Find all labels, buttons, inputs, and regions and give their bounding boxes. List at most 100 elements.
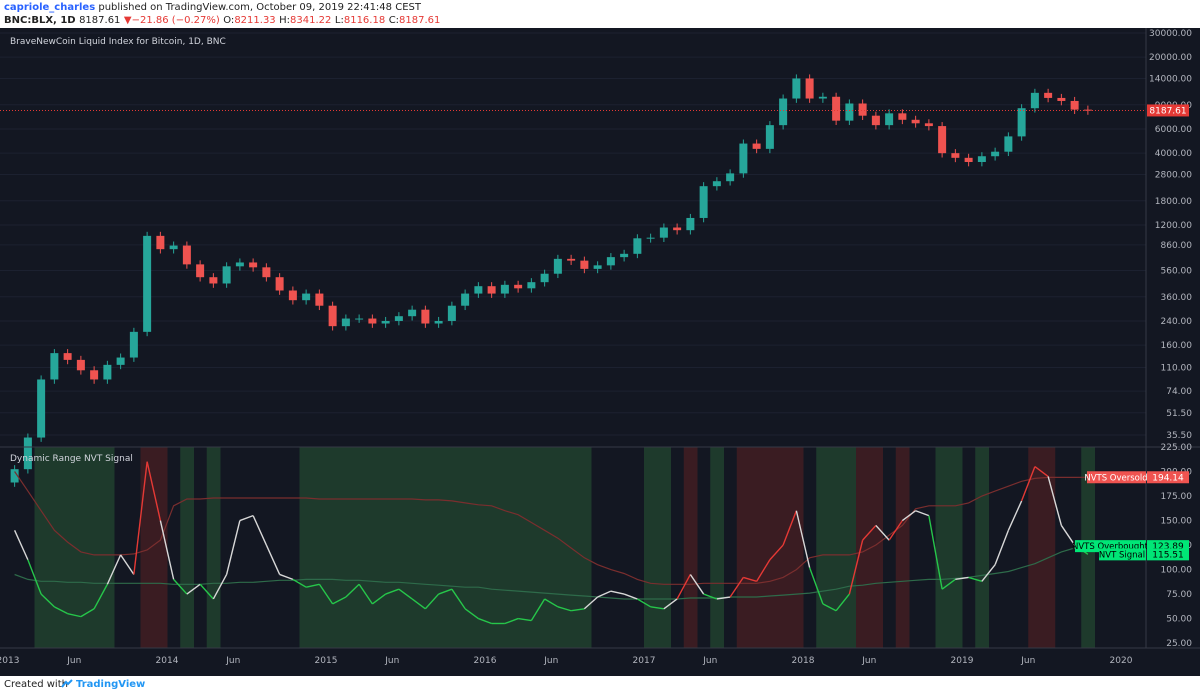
close-value: 8187.61 [399,15,441,26]
footer: Created with TradingView [0,676,1200,695]
nvt-signal-segment [27,559,42,595]
candle-body [659,227,668,238]
regime-band [326,447,340,648]
nvt-value-tags: NVTS Oversold 194.14 NVTS Overbought 123… [1072,471,1189,561]
regime-band [392,447,406,648]
regime-band [153,447,168,648]
regime-band [710,447,724,648]
time-axis-label: Jun [66,656,81,666]
last-price-tag: 8187.61 [1147,104,1189,117]
oversold-label-tag [1087,471,1146,484]
candle-body [116,357,125,365]
price-axis-label: 35.50 [1166,431,1192,441]
nvt-signal-segment [610,590,625,595]
candle-body [739,143,748,174]
nvt-signal-segment [225,520,241,575]
candle-body [235,262,244,267]
nvt-signal-segment [729,577,744,598]
nvt-signal-segment [1020,466,1036,502]
low-label: L: [334,15,344,26]
nvt-signal-segment [411,598,426,610]
open-value: 8211.33 [234,15,276,26]
time-axis[interactable]: 2013 Jun 2014 Jun 2015 Jun 2016 Jun 2017 Jun 2018 J… [0,647,1200,676]
tradingview-link[interactable]: TradingView [76,679,146,690]
price-axis-label: 20000.00 [1149,53,1192,63]
regime-band [299,447,314,648]
nvt-signal-segment [756,559,771,582]
time-axis-label: 2014 [156,656,179,666]
chart-canvas[interactable]: BraveNewCoin Liquid Index for Bitcoin, 1… [0,28,1200,676]
nvt-signal-segment [332,596,347,605]
nvt-signal-segment [478,617,492,625]
regime-band [657,447,671,648]
candle-body [129,331,138,358]
candle-body [1044,92,1053,98]
nvt-axis-label: 75.00 [1166,590,1192,600]
last-value: 8187.61 [79,15,121,26]
candle-body [169,245,178,250]
candle-body [924,123,933,127]
time-axis-label: 2020 [1110,656,1133,666]
candle-body [1030,92,1039,109]
candle-body [620,253,629,258]
regime-band [895,447,910,648]
candle-body [143,235,152,332]
overbought-line [14,545,1088,600]
change-value: −21.86 (−0.27%) [131,15,220,26]
nvt-signal-segment [637,598,651,608]
nvt-signal-segment [981,564,996,582]
nvt-signal-segment [623,593,638,600]
candle-body [275,277,284,291]
nvt-signal-segment [941,578,956,590]
nvt-signal-segment [398,588,413,600]
candle-body [355,318,364,320]
time-axis-label: Jun [384,656,399,666]
candle-body [818,96,827,99]
nvt-signal-segment [703,593,718,600]
candle-body [1017,108,1026,137]
symbol-label[interactable]: BNC:BLX, 1D [4,15,76,26]
regime-band [498,447,512,648]
candle-body [196,264,205,278]
chart-background [0,28,1200,676]
oversold-value-tag [1147,471,1189,484]
regime-band [683,447,698,648]
candle-body [500,284,509,294]
time-axis-label: Jun [1020,656,1035,666]
price-axis-label: 30000.00 [1149,29,1192,39]
candle-body [858,103,867,116]
regime-band [856,447,870,648]
nvt-signal-segment [146,461,162,521]
candle-body [977,156,986,162]
price-candles [10,74,1092,487]
author-link[interactable]: capriole_charles [4,2,96,13]
nvt-signal-segment [93,583,108,610]
time-axis-label: Jun [543,656,558,666]
nvt-signal-segment [305,583,320,588]
regime-band [352,447,367,648]
candle-body [567,258,576,261]
nvt-signal-segment [968,576,983,582]
regime-band [365,447,380,648]
nvt-signal-segment [292,578,307,588]
nvt-signal-segment [782,510,798,546]
nvt-signal-segment [385,588,400,595]
regime-band [485,447,499,648]
candle-body [487,286,496,294]
regime-band [776,447,791,648]
regime-band [180,447,194,648]
candle-body [871,115,880,126]
nvt-signal-segment [358,583,373,605]
regime-band [511,447,526,648]
nvt-axis-label: 50.00 [1166,615,1192,625]
publish-info: capriole_charles published on TradingVie… [4,2,421,13]
nvt-signal-segment [795,510,811,568]
time-axis-label: 2018 [792,656,815,666]
nvt-signal-segment [265,544,281,575]
tradingview-logo-icon[interactable] [60,677,74,691]
price-axis-label: 360.00 [1161,293,1193,303]
nvt-lines [13,461,1089,625]
candle-body [885,113,894,126]
candle-body [673,227,682,231]
nvt-signal-segment [955,576,969,581]
